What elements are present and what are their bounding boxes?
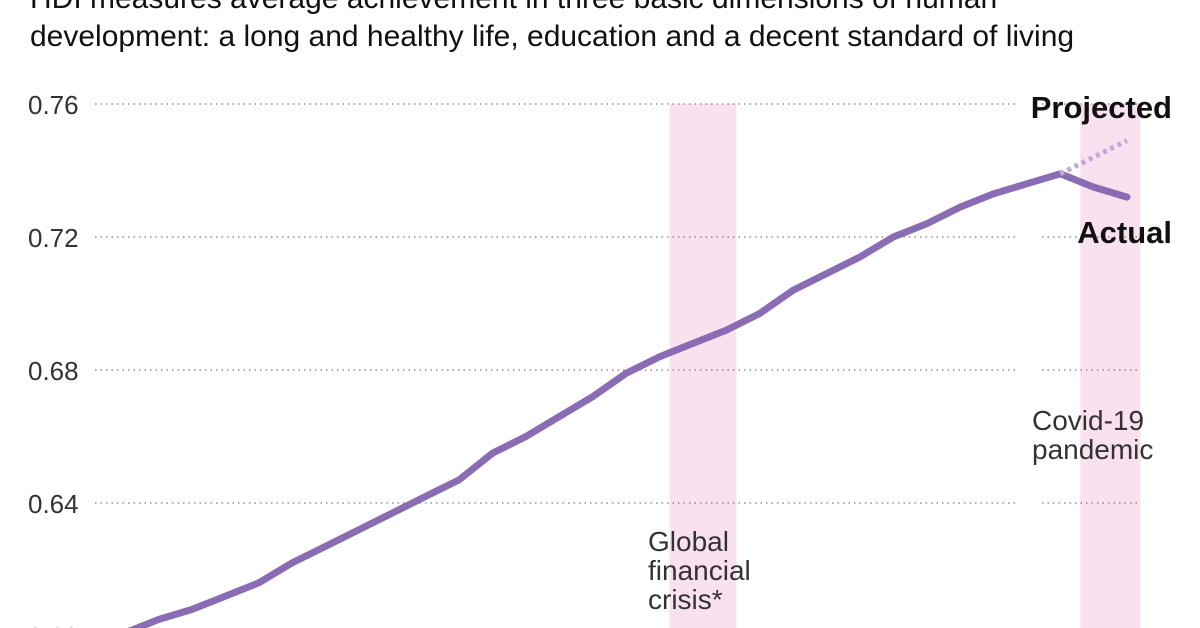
annotation-label-line: Covid-19 <box>1032 405 1144 436</box>
y-tick-label: 0.64 <box>28 489 79 519</box>
y-tick-label: 0.72 <box>28 223 79 253</box>
series-label-actual: Actual <box>1077 215 1172 250</box>
subtitle-line-2: development: a long and healthy life, ed… <box>30 20 1075 53</box>
series-labels: Projected Actual <box>1031 90 1172 250</box>
chart-subtitle: HDI measures average achievement in thre… <box>30 0 1190 56</box>
event-bands <box>669 104 1141 628</box>
y-tick-label: 0.76 <box>28 90 79 120</box>
y-axis-ticks: 0.60 0.64 0.68 0.72 0.76 <box>28 90 79 628</box>
subtitle-line-1: HDI measures average achievement in thre… <box>30 0 1190 18</box>
annotation-label-line: financial <box>648 555 751 586</box>
annotation-label-line: pandemic <box>1032 434 1153 465</box>
y-tick-label: 0.68 <box>28 356 79 386</box>
annotation-label-line: Global <box>648 526 729 557</box>
series-lines <box>127 138 1131 628</box>
y-tick-label: 0.60 <box>28 622 79 628</box>
event-band-0 <box>669 104 737 628</box>
gridlines <box>95 103 1137 504</box>
series-line-actual <box>127 170 1131 628</box>
annotation-label-line: crisis* <box>648 584 723 615</box>
series-label-projected: Projected <box>1031 90 1172 125</box>
